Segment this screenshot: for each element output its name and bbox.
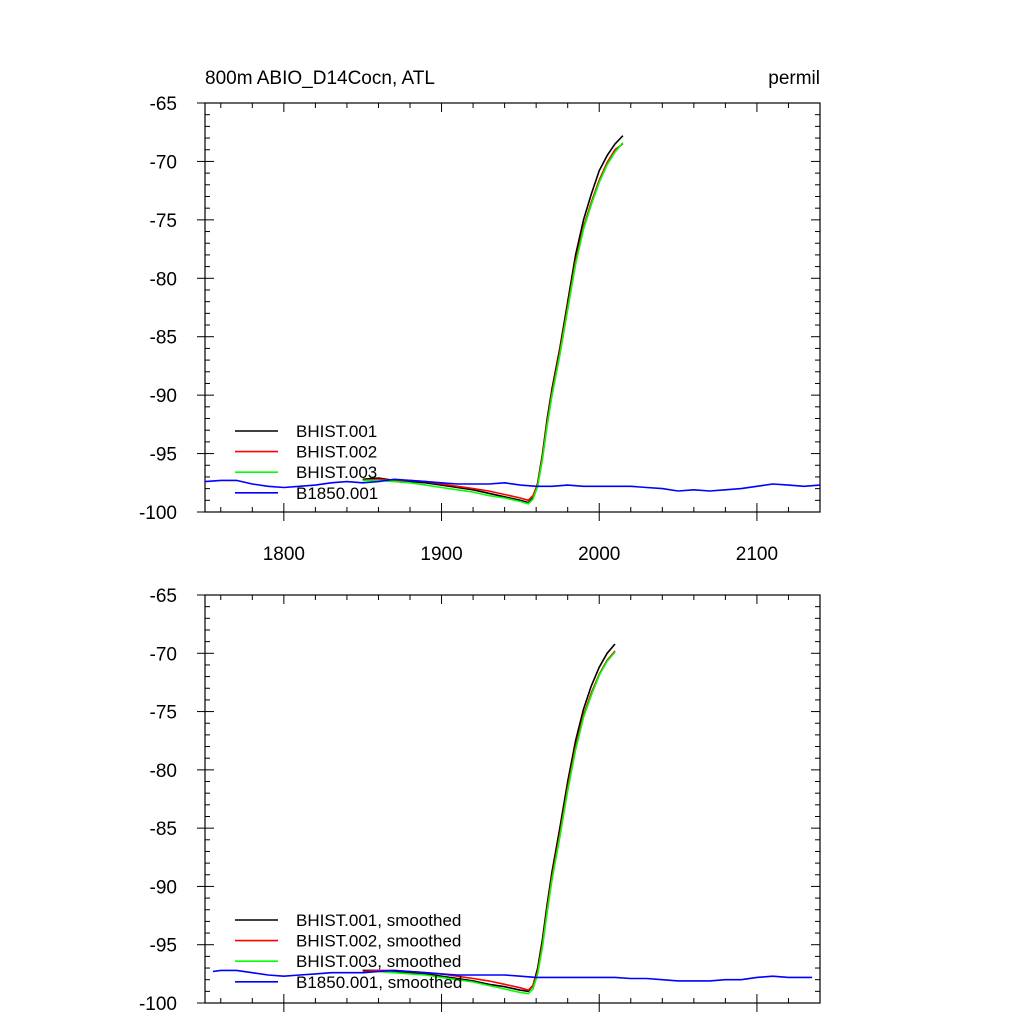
y-tick-label: -80 [150,269,177,290]
series-line-bhist-002 [362,143,624,502]
y-tick-label: -95 [150,936,177,957]
x-tick-label: 2100 [736,544,778,565]
bottom-panel: -65 -70 -75 -80 -85 -90 -95 -100 BHIST.001, smoo… [139,586,821,1015]
series-line-bhist-001 [362,135,624,504]
legend-label: BHIST.003, smoothed [296,952,461,971]
plot-frame [204,102,821,513]
x-tick-label: 1800 [263,544,305,565]
y-tick-label: -95 [150,445,177,466]
plot-frame [204,594,821,1004]
chart-units: permil [768,68,820,89]
y-tick-label: -85 [150,328,177,349]
y-tick-label: -65 [150,586,177,607]
y-tick-label: -100 [139,503,177,524]
series-line-b1850-001-smoothed [212,969,813,982]
legend-label: BHIST.002 [296,443,377,462]
series-line-bhist-003 [362,142,624,505]
y-tick-label: -85 [150,819,177,840]
y-tick-label: -80 [150,761,177,782]
y-tick-label: -90 [150,386,177,407]
y-tick-label: -100 [139,994,177,1015]
legend-label: BHIST.003 [296,463,377,482]
y-tick-label: -90 [150,877,177,898]
y-tick-label: -75 [150,211,177,232]
legend-label: BHIST.001 [296,422,377,441]
x-tick-label: 2000 [578,544,620,565]
series-line-b1850-001 [205,478,820,492]
series-line-bhist-003-smoothed [362,651,616,995]
legend-label: B1850.001 [296,484,378,503]
chart-title: 800m ABIO_D14Cocn, ATL [205,68,435,89]
legend-label: BHIST.001, smoothed [296,911,461,930]
y-tick-label: -75 [150,703,177,724]
y-tick-label: -70 [150,152,177,173]
y-tick-label: -65 [150,94,177,115]
legend-label: B1850.001, smoothed [296,973,462,992]
top-panel: -65 -70 -75 -80 -85 -90 -95 -100 1800 1900 2000 210… [139,94,821,565]
legend-label: BHIST.002, smoothed [296,932,461,951]
y-tick-label: -70 [150,644,177,665]
x-tick-label: 1900 [420,544,462,565]
